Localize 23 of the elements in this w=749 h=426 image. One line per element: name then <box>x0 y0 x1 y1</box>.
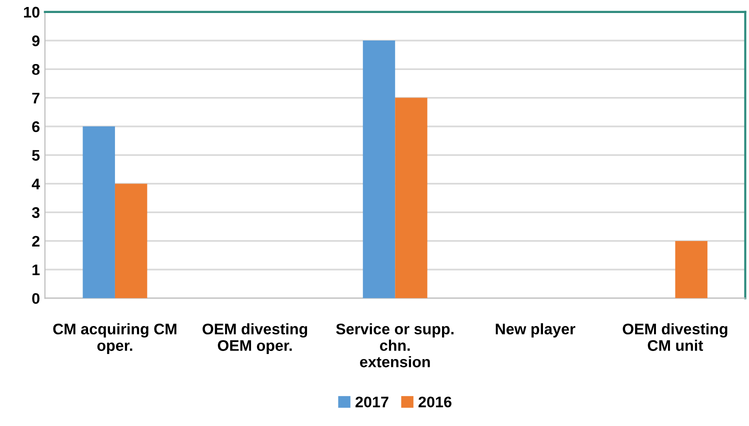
x-tick-label: New player <box>496 323 576 338</box>
y-tick-label: 2 <box>32 236 40 246</box>
y-tick-label: 5 <box>32 150 40 161</box>
y-tick-label: 8 <box>32 64 40 75</box>
y-tick-label: 0 <box>32 293 40 304</box>
legend-label: 2017 <box>356 396 388 408</box>
legend-label: 2016 <box>418 396 452 408</box>
y-tick-label: 4 <box>32 178 40 190</box>
bar <box>675 240 708 298</box>
y-tick-label: 1 <box>32 264 40 276</box>
y-tick-label: 7 <box>32 92 40 104</box>
x-tick-label: OEM divesting CM unit <box>622 323 728 351</box>
x-tick-label: OEM divesting OEM oper. <box>202 323 308 354</box>
y-tick-label: 10 <box>24 6 40 18</box>
x-tick-label: Service or supp. chn. extension <box>336 323 454 368</box>
y-tick-label: 3 <box>32 207 40 218</box>
y-tick-label: 6 <box>32 121 40 132</box>
bar <box>395 98 428 298</box>
y-tick-label: 9 <box>32 35 40 46</box>
bar <box>82 126 115 298</box>
bar <box>362 40 396 298</box>
bar <box>114 184 148 298</box>
x-tick-label: CM acquiring CM oper. <box>53 323 176 354</box>
